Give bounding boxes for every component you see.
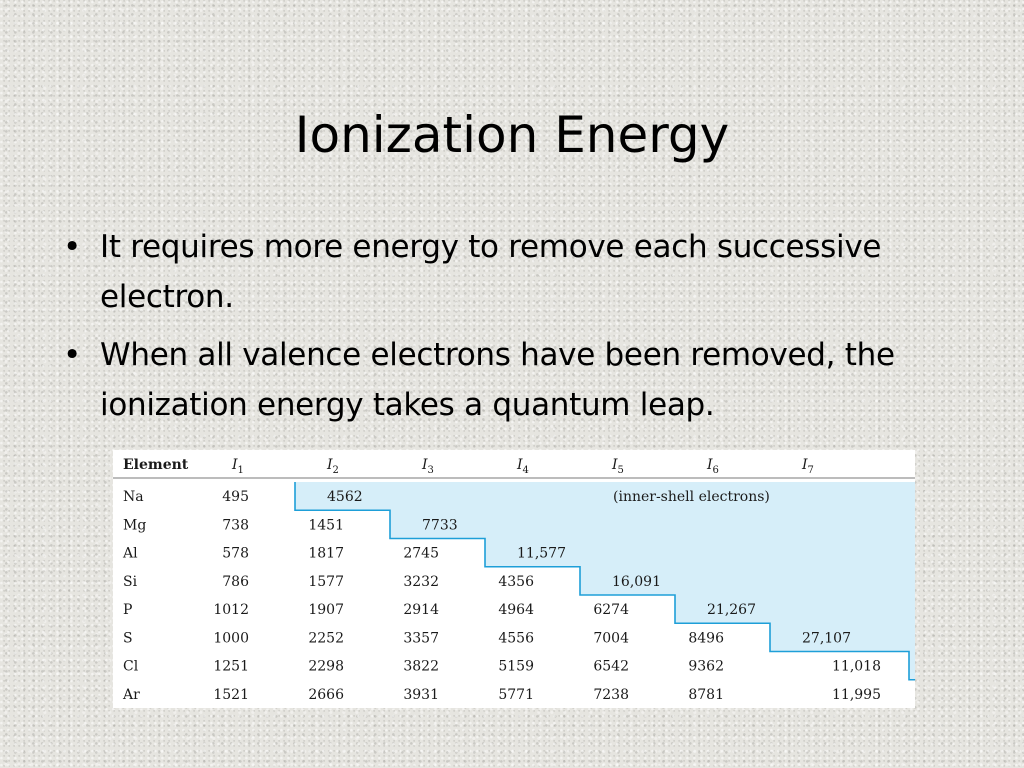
table-cell: 8496 <box>688 630 724 646</box>
table-cell: 7238 <box>593 687 629 703</box>
cell-element-Cl: Cl <box>123 659 139 675</box>
table-cell: 578 <box>222 546 249 562</box>
table-cell: 1000 <box>213 630 249 646</box>
table-cell: 4556 <box>498 630 534 646</box>
table-cell: 3357 <box>403 630 439 646</box>
table-cell: 7004 <box>593 630 629 646</box>
cell-element-Mg: Mg <box>123 517 146 533</box>
header-i1: I1 <box>231 457 244 476</box>
table-cell: 2666 <box>308 687 344 703</box>
cell-element-Ar: Ar <box>122 687 140 703</box>
table-cell: 1907 <box>308 602 344 618</box>
header-i2: I2 <box>326 457 339 476</box>
table-cell: 5159 <box>498 659 534 675</box>
table-graphic: Element I1 I2 I3 I4 I5 I6 I7 (inner-shell electr… <box>113 457 915 703</box>
bullet-marker: • <box>63 229 81 265</box>
table-cell: 1012 <box>213 602 249 618</box>
table-cell: 7733 <box>422 517 458 533</box>
table-cell: 2298 <box>308 659 344 675</box>
bullet-text: When all valence electrons have been rem… <box>100 337 895 423</box>
header-subscript: 3 <box>428 465 434 476</box>
header-element: Element <box>123 457 189 473</box>
ionization-energy-table: Element I1 I2 I3 I4 I5 I6 I7 (inner-shell electr… <box>113 450 915 708</box>
table-cell: 786 <box>222 574 249 590</box>
table-cell: 1817 <box>308 546 344 562</box>
cell-element-Al: Al <box>122 546 138 562</box>
table-cell: 495 <box>222 489 249 505</box>
header-i4: I4 <box>516 457 529 476</box>
table-cell: 4356 <box>498 574 534 590</box>
inner-shell-region <box>295 482 915 680</box>
table-cell: 2252 <box>308 630 344 646</box>
header-subscript: 7 <box>808 465 814 476</box>
valence-boundary-line <box>294 482 915 681</box>
table-cell: 11,018 <box>832 659 881 675</box>
bullet-text: It requires more energy to remove each s… <box>100 229 882 315</box>
bullet-marker: • <box>63 337 81 373</box>
cell-element-Si: Si <box>123 574 138 590</box>
header-i6: I6 <box>706 457 719 476</box>
inner-shell-label: (inner-shell electrons) <box>613 489 770 505</box>
table-cell: 4964 <box>498 602 534 618</box>
table-cell: 8781 <box>688 687 724 703</box>
bullet-item: • When all valence electrons have been r… <box>62 330 972 430</box>
table-cell: 6274 <box>593 602 629 618</box>
table-cell: 4562 <box>327 489 363 505</box>
table-cell: 1251 <box>213 659 249 675</box>
table-cell: 1521 <box>213 687 249 703</box>
header-subscript: 4 <box>523 465 529 476</box>
slide-title: Ionization Energy <box>294 106 730 164</box>
cell-element-Na: Na <box>123 489 144 505</box>
table-cell: 1451 <box>308 517 344 533</box>
table-cell: 738 <box>222 517 249 533</box>
cell-element-S: S <box>123 630 133 646</box>
header-i5: I5 <box>611 457 624 476</box>
table-cell: 27,107 <box>802 630 851 646</box>
table-cell: 3822 <box>403 659 439 675</box>
header-subscript: 2 <box>333 465 339 476</box>
bullet-list: • It requires more energy to remove each… <box>62 222 972 438</box>
cell-element-P: P <box>123 602 132 618</box>
table-cell: 2745 <box>403 546 439 562</box>
header-subscript: 1 <box>238 465 244 476</box>
table-cell: 6542 <box>593 659 629 675</box>
table-cell: 3931 <box>403 687 439 703</box>
table-cell: 2914 <box>403 602 439 618</box>
table-cell: 11,995 <box>832 687 881 703</box>
table-cell: 9362 <box>688 659 724 675</box>
table-cell: 21,267 <box>707 602 756 618</box>
header-subscript: 5 <box>618 465 624 476</box>
table-cell: 11,577 <box>517 546 566 562</box>
table-cell: 5771 <box>498 687 534 703</box>
bullet-item: • It requires more energy to remove each… <box>62 222 972 322</box>
table-cell: 1577 <box>308 574 344 590</box>
table-cell: 16,091 <box>612 574 661 590</box>
header-subscript: 6 <box>713 465 719 476</box>
table-cell: 3232 <box>403 574 439 590</box>
header-i7: I7 <box>801 457 814 476</box>
header-i3: I3 <box>421 457 434 476</box>
